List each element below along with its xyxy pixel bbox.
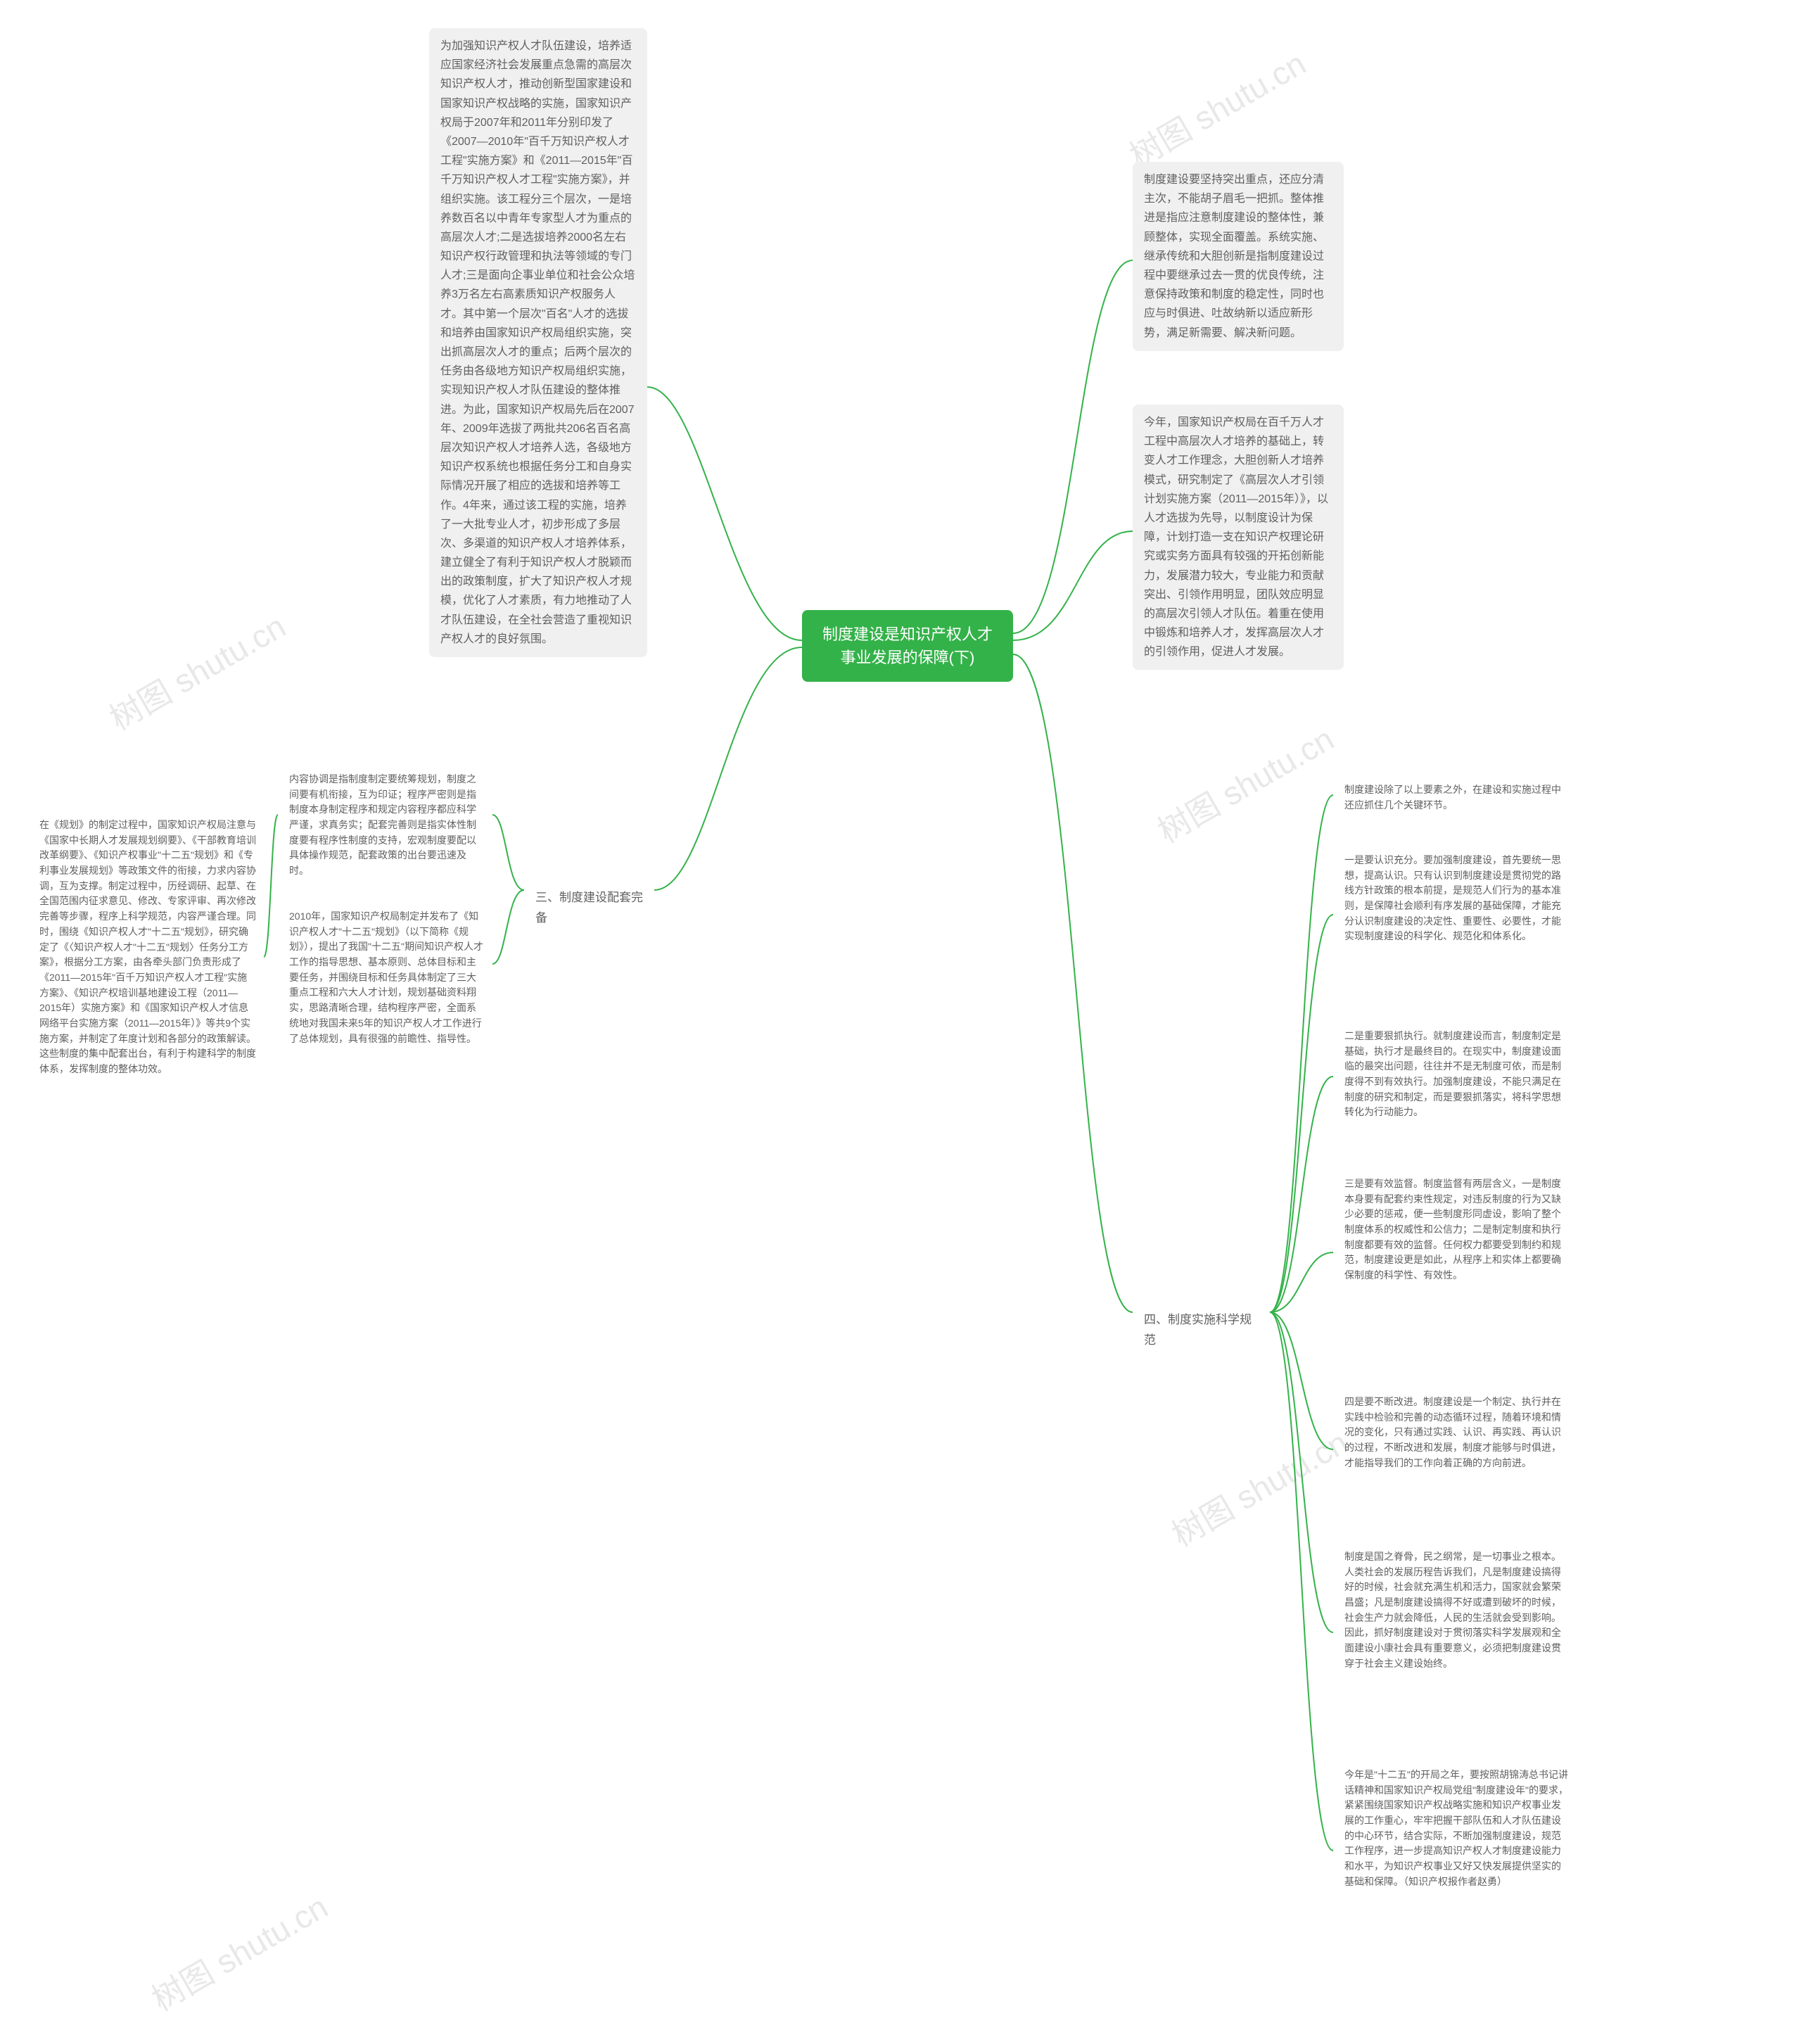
watermark: 树图 shutu.cn bbox=[1120, 39, 1313, 177]
s4-r3: 二是重要狠抓执行。就制度建设而言，制度制定是基础，执行才是最终目的。在现实中，制… bbox=[1333, 1020, 1579, 1129]
right-block-2: 今年，国家知识产权局在百千万人才工程中高层次人才培养的基础上，转变人才工作理念，… bbox=[1133, 405, 1344, 670]
watermark: 树图 shutu.cn bbox=[142, 1882, 335, 2021]
center-line1: 制度建设是知识产权人才 bbox=[822, 626, 993, 643]
section3-detail-2: 2010年，国家知识产权局制定并发布了《知识产权人才"十二五"规划》（以下简称《… bbox=[278, 901, 496, 1055]
watermark: 树图 shutu.cn bbox=[1148, 714, 1341, 853]
section3-title: 三、制度建设配套完备 bbox=[524, 880, 658, 937]
s4-r5: 四是要不断改进。制度建设是一个制定、执行并在实践中检验和完善的动态循环过程，随着… bbox=[1333, 1386, 1579, 1479]
watermark: 树图 shutu.cn bbox=[100, 602, 293, 740]
section4-title: 四、制度实施科学规范 bbox=[1133, 1302, 1273, 1359]
s4-r6: 制度是国之脊骨，民之纲常，是一切事业之根本。人类社会的发展历程告诉我们，凡是制度… bbox=[1333, 1541, 1579, 1680]
section3-sub: 内容协调是指制度制定要统筹规划，制度之间要有机衔接，互为印证；程序严密则是指制度… bbox=[278, 763, 496, 887]
s4-r2: 一是要认识充分。要加强制度建设，首先要统一思想，提高认识。只有认识到制度建设是贯… bbox=[1333, 844, 1579, 953]
s4-r7: 今年是"十二五"的开局之年，要按照胡锦涛总书记讲话精神和国家知识产权局党组"制度… bbox=[1333, 1759, 1579, 1898]
center-line2: 事业发展的保障(下) bbox=[841, 649, 975, 666]
right-block-1: 制度建设要坚持突出重点，还应分清主次，不能胡子眉毛一把抓。整体推进是指应注意制度… bbox=[1133, 162, 1344, 351]
left-long-block: 为加强知识产权人才队伍建设，培养适应国家经济社会发展重点急需的高层次知识产权人才… bbox=[429, 28, 647, 657]
s4-r1: 制度建设除了以上要素之外，在建设和实施过程中还应抓住几个关键环节。 bbox=[1333, 774, 1579, 821]
watermark: 树图 shutu.cn bbox=[1162, 1418, 1355, 1556]
section3-detail-1: 在《规划》的制定过程中，国家知识产权局注意与《国家中长期人才发展规划纲要》、《干… bbox=[28, 809, 267, 1086]
s4-r4: 三是要有效监督。制度监督有两层含义，一是制度本身要有配套约束性规定，对违反制度的… bbox=[1333, 1168, 1579, 1292]
center-topic: 制度建设是知识产权人才 事业发展的保障(下) bbox=[802, 610, 1013, 682]
